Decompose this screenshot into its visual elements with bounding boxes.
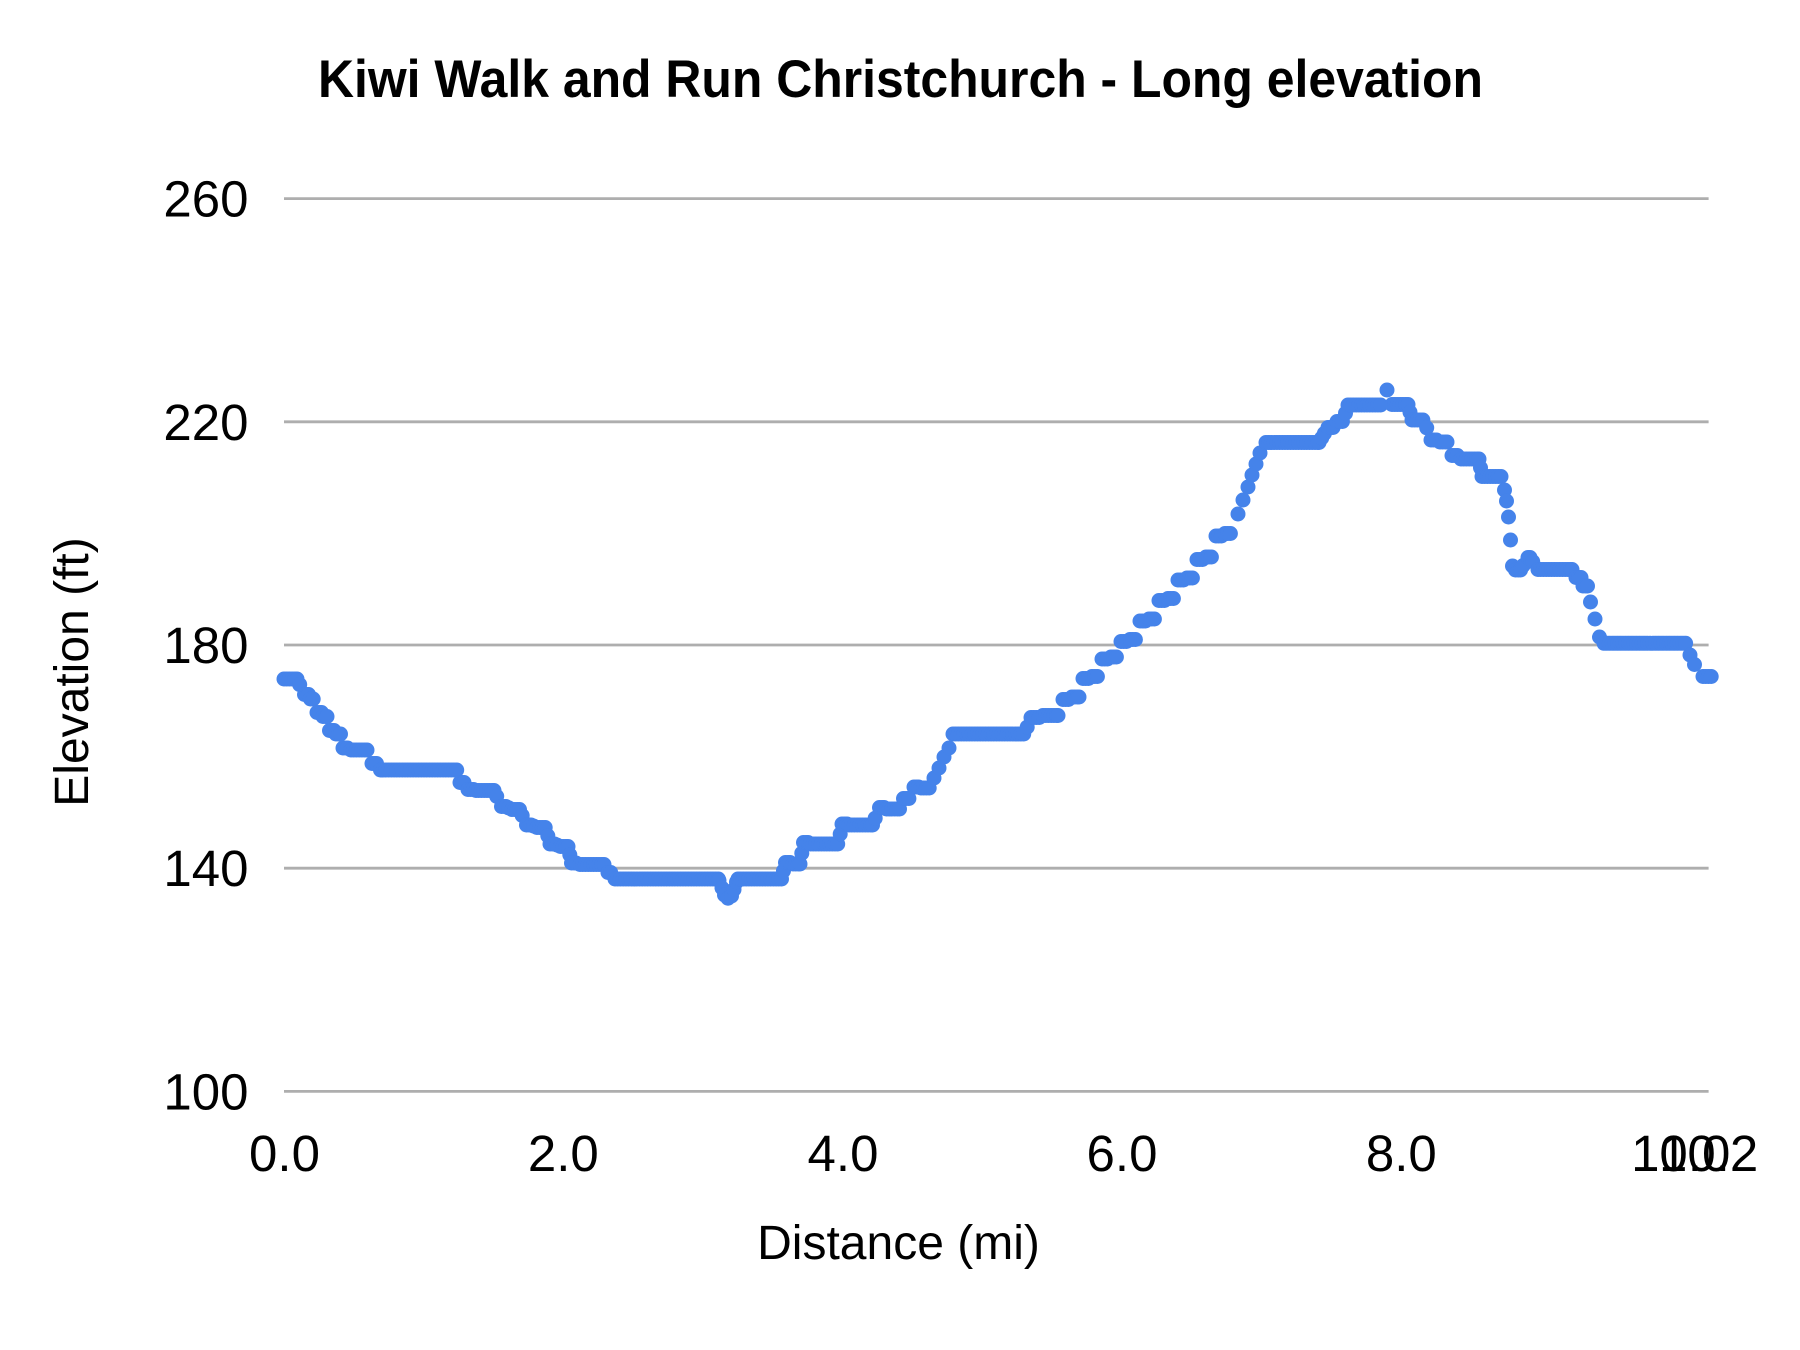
- svg-text:8.0: 8.0: [1366, 1125, 1437, 1182]
- svg-text:140: 140: [163, 840, 248, 897]
- svg-text:4.0: 4.0: [808, 1125, 879, 1182]
- svg-text:100: 100: [163, 1063, 248, 1120]
- svg-text:Kiwi Walk and Run Christchurch: Kiwi Walk and Run Christchurch - Long el…: [318, 50, 1483, 109]
- svg-text:0.0: 0.0: [249, 1125, 320, 1182]
- svg-text:220: 220: [163, 394, 248, 451]
- svg-text:Elevation (ft): Elevation (ft): [46, 537, 99, 806]
- svg-text:10.2: 10.2: [1659, 1125, 1758, 1182]
- svg-text:260: 260: [163, 171, 248, 228]
- svg-text:Distance (mi): Distance (mi): [757, 1217, 1040, 1270]
- svg-text:6.0: 6.0: [1087, 1125, 1158, 1182]
- svg-text:10.0: 10.0: [1631, 1125, 1730, 1182]
- svg-text:2.0: 2.0: [528, 1125, 599, 1182]
- svg-text:180: 180: [163, 617, 248, 674]
